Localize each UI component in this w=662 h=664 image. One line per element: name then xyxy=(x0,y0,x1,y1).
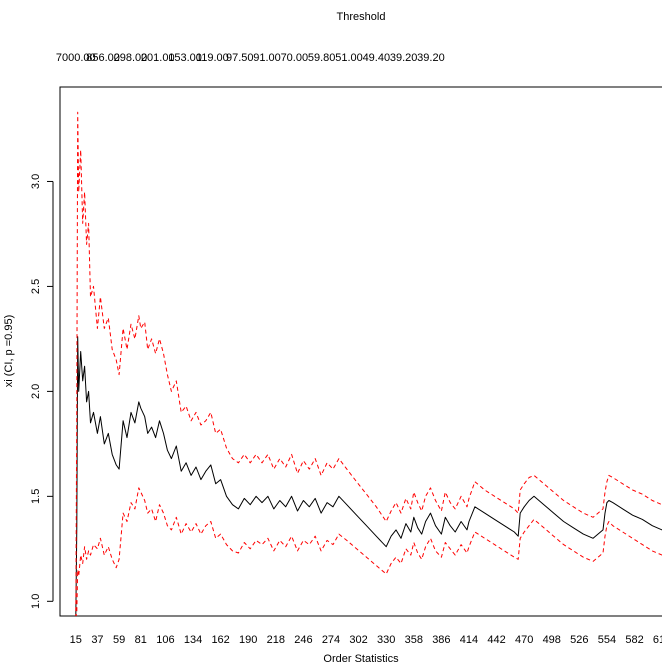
x-tick-label: 498 xyxy=(543,634,561,646)
x-tick-label: 15 xyxy=(70,634,82,646)
x-tick-label: 59 xyxy=(113,634,125,646)
x-tick-label: 414 xyxy=(460,634,478,646)
top-tick-label: 39.20 xyxy=(417,52,445,64)
top-tick-label: 39.20 xyxy=(390,52,418,64)
y-tick-label: 2.0 xyxy=(30,384,42,399)
y-axis-label: xi (CI, p =0.95) xyxy=(3,315,15,387)
x-tick-label: 190 xyxy=(239,634,257,646)
top-tick-label: 97.50 xyxy=(226,52,254,64)
top-axis: 7000.00856.00298.00201.00153.00119.0097.… xyxy=(56,52,445,64)
upper-ci-line xyxy=(75,111,662,616)
x-tick-label: 81 xyxy=(135,634,147,646)
top-tick-label: 201.00 xyxy=(141,52,175,64)
series-group xyxy=(75,111,662,616)
top-tick-label: 70.00 xyxy=(281,52,309,64)
x-tick-label: 274 xyxy=(322,634,340,646)
x-tick-label: 582 xyxy=(625,634,643,646)
top-tick-label: 7000.00 xyxy=(56,52,96,64)
top-tick-label: 49.40 xyxy=(363,52,391,64)
lower-ci-line xyxy=(75,487,662,616)
x-tick-label: 358 xyxy=(405,634,423,646)
top-tick-label: 51.00 xyxy=(335,52,363,64)
top-tick-label: 119.00 xyxy=(196,52,229,64)
plot-frame xyxy=(59,86,662,617)
y-axis: 1.0 1.5 2.0 2.5 3.0 xyxy=(30,174,54,609)
x-tick-label: 470 xyxy=(515,634,533,646)
x-tick-label: 554 xyxy=(598,634,616,646)
x-tick-label: 106 xyxy=(156,634,174,646)
x-tick-label: 134 xyxy=(184,634,202,646)
top-tick-label: 59.80 xyxy=(308,52,336,64)
x-tick-label: 246 xyxy=(294,634,312,646)
y-tick-label: 3.0 xyxy=(30,174,42,189)
x-axis: 15 37 59 81 106 134 162 190 218 246 274 302 330 358 38… xyxy=(70,634,662,646)
top-axis-title: Threshold xyxy=(337,11,386,23)
top-tick-label: 856.00 xyxy=(86,52,120,64)
x-tick-label: 610 xyxy=(653,634,662,646)
x-tick-label: 442 xyxy=(487,634,505,646)
x-tick-label: 526 xyxy=(570,634,588,646)
x-tick-label: 162 xyxy=(211,634,229,646)
y-tick-label: 2.5 xyxy=(30,279,42,294)
top-tick-label: 298.00 xyxy=(114,52,148,64)
x-tick-label: 218 xyxy=(267,634,285,646)
y-tick-label: 1.0 xyxy=(30,594,42,609)
x-axis-label: Order Statistics xyxy=(323,653,399,664)
y-tick-label: 1.5 xyxy=(30,489,42,504)
estimate-line xyxy=(75,336,662,616)
x-tick-label: 386 xyxy=(432,634,450,646)
x-tick-label: 37 xyxy=(91,634,103,646)
x-tick-label: 302 xyxy=(349,634,367,646)
x-tick-label: 330 xyxy=(377,634,395,646)
top-tick-label: 91.00 xyxy=(253,52,281,64)
top-tick-label: 153.00 xyxy=(168,52,202,64)
